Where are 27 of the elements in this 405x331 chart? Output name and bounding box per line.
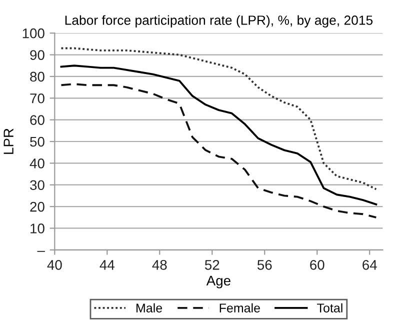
y-tick-label: 80 (30, 72, 44, 82)
y-tick-label: – (37, 250, 45, 252)
line-series (60, 64, 378, 206)
y-tick-label: 10 (30, 224, 44, 234)
y-tick-label: 70 (30, 93, 44, 104)
chart-title: Labor force participation rate (LPR), %, by age, 2015 (65, 15, 373, 28)
y-tick-label: 100 (22, 28, 44, 38)
x-tick-label: 60 (310, 260, 324, 270)
x-tick-label: 64 (362, 260, 377, 270)
y-tick-label: 60 (30, 115, 44, 125)
line-series (60, 47, 378, 190)
legend-label: Male (136, 303, 162, 312)
x-axis-title: Age (206, 276, 230, 288)
x-tick-label: 40 (47, 260, 62, 270)
y-axis-title: LPR (4, 128, 14, 154)
y-tick-label: 20 (30, 202, 44, 212)
x-tick-label: 44 (100, 260, 114, 270)
legend-label: Total (317, 303, 342, 312)
line-series (60, 83, 378, 218)
legend-label: Female (220, 303, 260, 312)
y-tick-label: 40 (30, 158, 44, 168)
y-tick-label: 30 (30, 180, 44, 190)
y-tick-label: 50 (30, 136, 44, 147)
x-tick-label: 52 (204, 260, 220, 270)
y-tick-label: 90 (30, 50, 44, 60)
x-tick-label: 56 (257, 260, 272, 270)
x-tick-label: 48 (152, 260, 167, 270)
